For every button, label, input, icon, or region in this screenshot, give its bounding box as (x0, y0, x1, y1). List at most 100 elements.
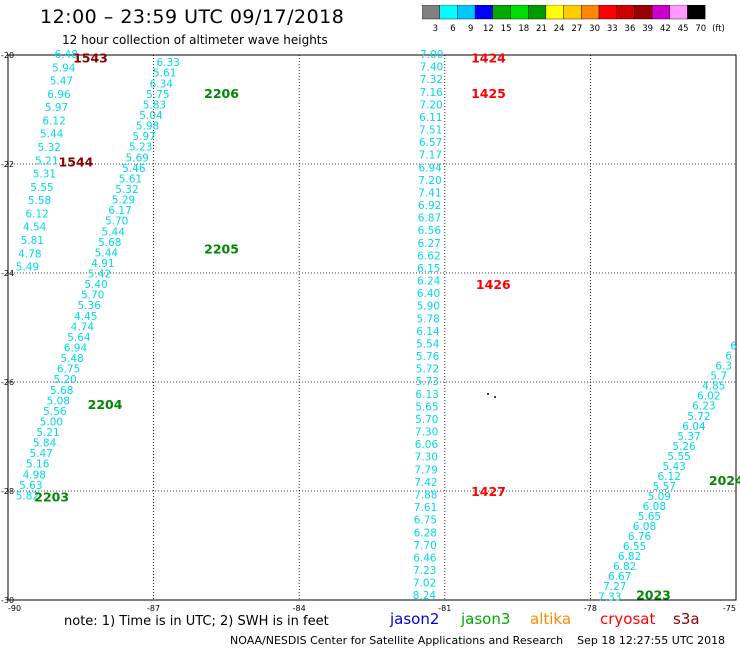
colorbar-label: 42 (660, 24, 671, 34)
wave-height-value: 6.55 (623, 541, 646, 553)
pass-time-label: 1427 (471, 484, 506, 499)
pass-time-label: 1543 (73, 51, 108, 66)
wave-height-value: 5.75 (146, 89, 169, 101)
wave-height-value: 4.45 (74, 311, 97, 323)
wave-height-value: 6.92 (418, 200, 441, 212)
pass-time-label: 2205 (204, 241, 239, 256)
wave-height-value: 5.72 (416, 364, 439, 376)
x-tick-label: -84 (293, 604, 306, 613)
colorbar-label: 33 (607, 24, 618, 34)
wave-height-value: 5.40 (84, 279, 107, 291)
wave-height-value: 6.82 (618, 551, 641, 563)
pass-time-label: 2203 (34, 489, 69, 504)
wave-height-value: 5.81 (21, 235, 44, 247)
marker-dot (487, 393, 489, 395)
wave-height-value: 5.42 (88, 269, 111, 281)
wave-height-value: 6.76 (628, 531, 652, 543)
colorbar-label: 3 (433, 24, 438, 34)
track-main: 6.335.616.345.755.835.045.985.975.235.69… (16, 57, 180, 502)
wave-height-value: 4.78 (18, 248, 41, 260)
wave-height-value: 5.61 (153, 68, 176, 80)
wave-height-value: 7.41 (418, 187, 441, 199)
y-tick-label: -20 (1, 51, 14, 60)
colorbar-label: (ft) (712, 24, 725, 34)
wave-height-value: 4.74 (71, 321, 95, 333)
track-center: 7.007.407.327.167.206.117.516.577.176.94… (413, 49, 444, 602)
wave-height-value: 5.31 (33, 169, 56, 181)
pass-time-label: 1544 (59, 154, 94, 169)
wave-height-value: 6.17 (108, 205, 131, 217)
pass-time-label: 2206 (204, 86, 239, 101)
wave-height-value: 5.46 (122, 163, 146, 175)
wave-height-value: 6.33 (156, 57, 179, 69)
y-tick-label: -26 (1, 378, 14, 387)
wave-height-value: 6.04 (682, 421, 706, 433)
wave-height-value: 6.48 (55, 49, 78, 61)
marker-dot (494, 396, 496, 398)
wave-height-value: 5.98 (136, 121, 159, 133)
wave-height-value: 6.56 (418, 225, 442, 237)
wave-height-value: 7.33 (598, 591, 621, 603)
y-tick-label: -22 (1, 160, 14, 169)
wave-height-value: 7.17 (419, 150, 442, 162)
wave-height-value: 5.73 (416, 376, 439, 388)
wave-height-value: 5.36 (78, 300, 102, 312)
wave-height-value: 5.97 (45, 102, 68, 114)
wave-height-value: 5.68 (98, 237, 121, 249)
wave-height-value: 6.94 (64, 343, 88, 355)
colorbar-swatch (687, 5, 706, 20)
wave-height-value: 6.06 (415, 439, 439, 451)
wave-height-value: 6.14 (416, 326, 440, 338)
x-tick-label: -87 (147, 604, 160, 613)
legend-altika: altika (530, 610, 572, 628)
wave-height-value: 5.20 (53, 374, 76, 386)
wave-height-value: 5.76 (416, 351, 440, 363)
wave-height-value: 5.29 (112, 195, 135, 207)
wave-height-value: 6.67 (608, 571, 631, 583)
wave-height-value: 6 (730, 341, 737, 353)
wave-height-value: 6.28 (414, 527, 437, 539)
wave-height-value: 5.70 (415, 414, 438, 426)
wave-height-value: 5.37 (677, 431, 700, 443)
wave-height-value: 6.57 (419, 137, 442, 149)
wave-height-value: 5.64 (67, 332, 91, 344)
colorbar-label: 6 (450, 24, 455, 34)
colorbar-label: 70 (695, 24, 706, 34)
wave-height-value: 5.82 (16, 490, 39, 502)
y-tick-label: -28 (1, 487, 14, 496)
wave-height-value: 6.87 (418, 213, 441, 225)
wave-height-value: 7.20 (419, 99, 442, 111)
wave-height-value: 5.00 (40, 416, 63, 428)
wave-height-value: 5.48 (60, 353, 83, 365)
wave-height-value: 6.08 (633, 521, 656, 533)
wave-height-value: 5.83 (143, 99, 166, 111)
wave-height-value: 6.24 (417, 276, 441, 288)
wave-height-value: 6.96 (47, 89, 71, 101)
page-subtitle: 12 hour collection of altimeter wave hei… (62, 33, 328, 47)
color-scale-legend: 3 6 9 12 15 18 21 24 27 30 33 36 39 42 45 70 (ft) (422, 5, 725, 34)
wave-height-value: 5.90 (417, 301, 440, 313)
wave-height-value: 6.94 (418, 162, 442, 174)
wave-height-value: 6.62 (417, 250, 440, 262)
wave-height-value: 7.88 (414, 489, 437, 501)
wave-height-value: 6.23 (692, 401, 715, 413)
track-east: 666.35.74.856.026.235.726.045.375.265.55… (598, 341, 737, 604)
wave-height-value: 4.91 (91, 258, 114, 270)
wave-height-value: 7.51 (419, 125, 442, 137)
wave-height-value: 7.61 (414, 502, 437, 514)
pass-time-label: 2204 (88, 397, 123, 412)
wave-height-value: 7.42 (414, 477, 437, 489)
wave-height-value: 7.27 (603, 581, 626, 593)
wave-height-value: 6.27 (417, 238, 440, 250)
wave-height-value: 5.23 (129, 142, 152, 154)
wave-height-value: 4.98 (23, 469, 46, 481)
wave-height-value: 5.44 (95, 247, 119, 259)
wave-height-value: 6.40 (417, 288, 440, 300)
y-tick-label: -30 (1, 596, 14, 605)
wave-height-value: 6.75 (414, 515, 437, 527)
wave-height-value: 6.12 (42, 115, 65, 127)
wave-height-value: 5.7 (710, 371, 727, 383)
colorbar-label: 39 (642, 24, 653, 34)
wave-height-value: 5.72 (687, 411, 710, 423)
